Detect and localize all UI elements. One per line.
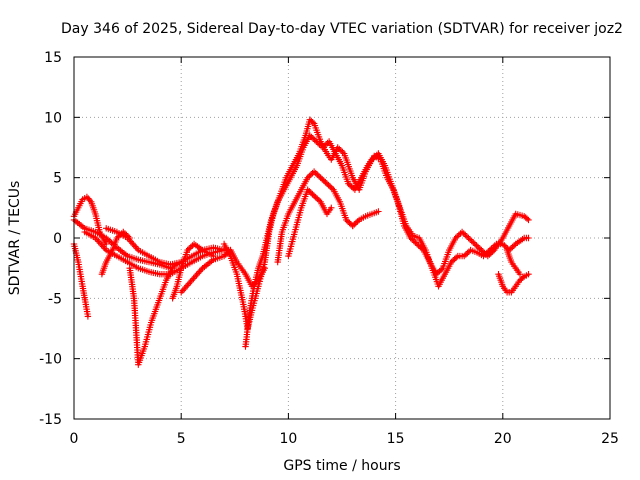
series-markers [169,240,217,302]
x-tick-label: 15 [387,431,405,447]
y-tick-label: 15 [44,50,62,66]
series-track-15 [495,271,532,296]
series-markers [495,271,532,296]
series-markers [103,225,185,268]
series-markers [285,186,335,260]
y-tick-label: -15 [39,412,62,428]
series-track-8 [169,240,217,302]
y-tick-label: -5 [48,291,62,307]
x-tick-label: 10 [279,431,297,447]
y-tick-label: 10 [44,110,62,126]
series-track-13 [285,186,335,260]
series-markers [98,228,133,278]
x-tick-label: 20 [494,431,512,447]
series-line [497,273,530,294]
series-markers [126,265,176,368]
y-tick-label: 5 [53,171,62,187]
series-track-14 [349,208,382,230]
series-markers [349,208,382,230]
series-track-7 [126,265,176,368]
x-tick-label: 5 [177,431,186,447]
series-track-16 [503,246,524,278]
x-axis-label: GPS time / hours [283,458,400,474]
chart-title: Day 346 of 2025, Sidereal Day-to-day VTE… [61,21,623,37]
series-markers [274,168,356,266]
series-track-6 [98,228,133,278]
series-track-11 [242,132,532,350]
y-tick-label: 0 [53,231,62,247]
y-axis-label: SDTVAR / TECUs [7,181,23,296]
series-markers [242,132,532,350]
y-tick-label: -10 [39,352,62,368]
series-markers [503,246,524,278]
series-track-12 [274,168,356,266]
x-tick-label: 25 [601,431,619,447]
x-tick-label: 0 [70,431,79,447]
tick-layer: 0 5 10 15 20 25 -15 -10 -5 0 5 10 15 [39,50,619,447]
